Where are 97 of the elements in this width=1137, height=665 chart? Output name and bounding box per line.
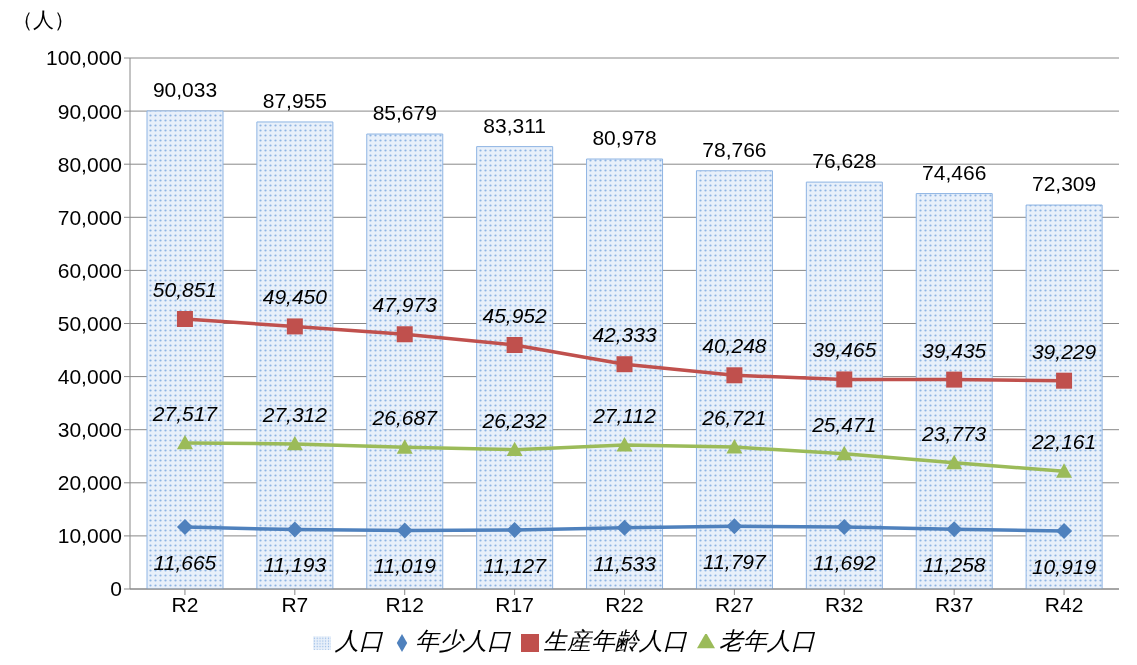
data-label: 22,161 xyxy=(1030,430,1097,454)
point xyxy=(396,522,413,539)
point xyxy=(506,521,523,538)
point xyxy=(946,521,963,538)
data-label: 39,435 xyxy=(922,338,987,362)
point xyxy=(726,518,743,535)
data-label: 40,248 xyxy=(702,334,767,358)
data-label: 47,973 xyxy=(372,293,438,317)
point xyxy=(946,454,963,470)
point xyxy=(946,371,963,388)
data-label: 27,312 xyxy=(261,402,328,426)
data-label: 11,193 xyxy=(263,553,327,577)
x-tick-label: R2 xyxy=(171,592,199,616)
x-tick-label: R12 xyxy=(385,592,424,616)
point xyxy=(286,521,303,538)
point xyxy=(836,445,853,461)
point xyxy=(396,439,413,454)
data-label: 11,258 xyxy=(922,553,986,577)
data-label: 26,687 xyxy=(371,406,439,430)
legend-label: 生産年齢人口 xyxy=(542,627,687,654)
point xyxy=(396,326,413,343)
point xyxy=(176,519,193,536)
point xyxy=(1056,463,1073,478)
data-label: 49,450 xyxy=(262,285,328,309)
data-label: 27,112 xyxy=(592,404,657,428)
legend-label: 年少人口 xyxy=(414,627,511,654)
bar xyxy=(476,146,554,589)
data-label: 42,333 xyxy=(592,323,657,347)
point xyxy=(506,336,523,353)
bar xyxy=(915,193,993,589)
data-label: 27,517 xyxy=(151,401,219,425)
data-label: 50,851 xyxy=(152,277,218,301)
y-tick-label: 90,000 xyxy=(57,99,122,123)
x-tick-label: R22 xyxy=(605,592,644,616)
y-tick-label: 100,000 xyxy=(46,46,122,70)
point xyxy=(616,437,633,452)
y-tick-label: 0 xyxy=(110,577,122,601)
data-label: 72,309 xyxy=(1031,172,1097,196)
y-tick-label: 20,000 xyxy=(57,471,122,495)
data-label: 39,465 xyxy=(812,338,877,362)
point xyxy=(726,439,743,454)
point xyxy=(176,434,193,450)
data-label: 11,019 xyxy=(373,554,437,578)
y-tick-label: 40,000 xyxy=(57,365,122,389)
data-label: 26,232 xyxy=(481,408,548,432)
data-label: 26,721 xyxy=(701,406,767,430)
x-tick-label: R27 xyxy=(715,592,754,616)
x-tick-label: R7 xyxy=(281,592,309,616)
point xyxy=(286,435,303,451)
bar xyxy=(695,170,773,589)
bar xyxy=(805,181,883,589)
data-label: 90,033 xyxy=(152,77,218,101)
y-tick-label: 80,000 xyxy=(57,152,122,176)
bar xyxy=(256,121,334,589)
data-label: 25,471 xyxy=(811,412,877,436)
bar xyxy=(366,133,444,589)
data-label: 10,919 xyxy=(1031,554,1097,578)
point xyxy=(506,441,523,457)
y-tick-label: 60,000 xyxy=(57,258,122,282)
legend-label: 人口 xyxy=(334,627,383,654)
point xyxy=(616,519,633,536)
data-label: 39,229 xyxy=(1031,339,1097,363)
legend-label: 老年人口 xyxy=(718,627,815,654)
point xyxy=(286,318,303,335)
data-label: 11,665 xyxy=(153,550,217,574)
x-tick-label: R32 xyxy=(825,592,864,616)
point xyxy=(726,367,743,384)
data-label: 80,978 xyxy=(592,126,657,150)
data-label: 11,797 xyxy=(703,550,768,574)
bar xyxy=(146,110,224,589)
y-tick-label: 30,000 xyxy=(57,418,122,442)
data-label: 45,952 xyxy=(482,303,548,327)
point xyxy=(176,310,193,327)
point xyxy=(836,518,853,535)
data-label: 83,311 xyxy=(483,113,546,137)
data-label: 74,466 xyxy=(922,160,987,184)
data-label: 11,692 xyxy=(812,550,876,574)
data-label: 11,127 xyxy=(483,553,548,577)
data-label: 76,628 xyxy=(812,149,877,173)
point xyxy=(616,356,633,373)
y-axis-title: （人） xyxy=(12,7,75,31)
x-tick-label: R42 xyxy=(1044,592,1084,616)
data-label: 78,766 xyxy=(702,137,767,161)
point xyxy=(836,371,853,388)
data-label: 23,773 xyxy=(921,421,987,445)
x-tick-label: R17 xyxy=(495,592,534,616)
point xyxy=(1056,523,1073,540)
bar xyxy=(586,158,664,589)
bar xyxy=(1025,204,1103,589)
data-label: 87,955 xyxy=(262,88,328,112)
point xyxy=(1056,372,1073,389)
x-tick-label: R37 xyxy=(934,592,974,616)
data-label: 11,533 xyxy=(593,551,657,575)
y-tick-label: 10,000 xyxy=(57,524,122,548)
data-label: 85,679 xyxy=(372,101,437,125)
y-tick-label: 70,000 xyxy=(57,205,122,229)
y-tick-label: 50,000 xyxy=(57,311,122,335)
